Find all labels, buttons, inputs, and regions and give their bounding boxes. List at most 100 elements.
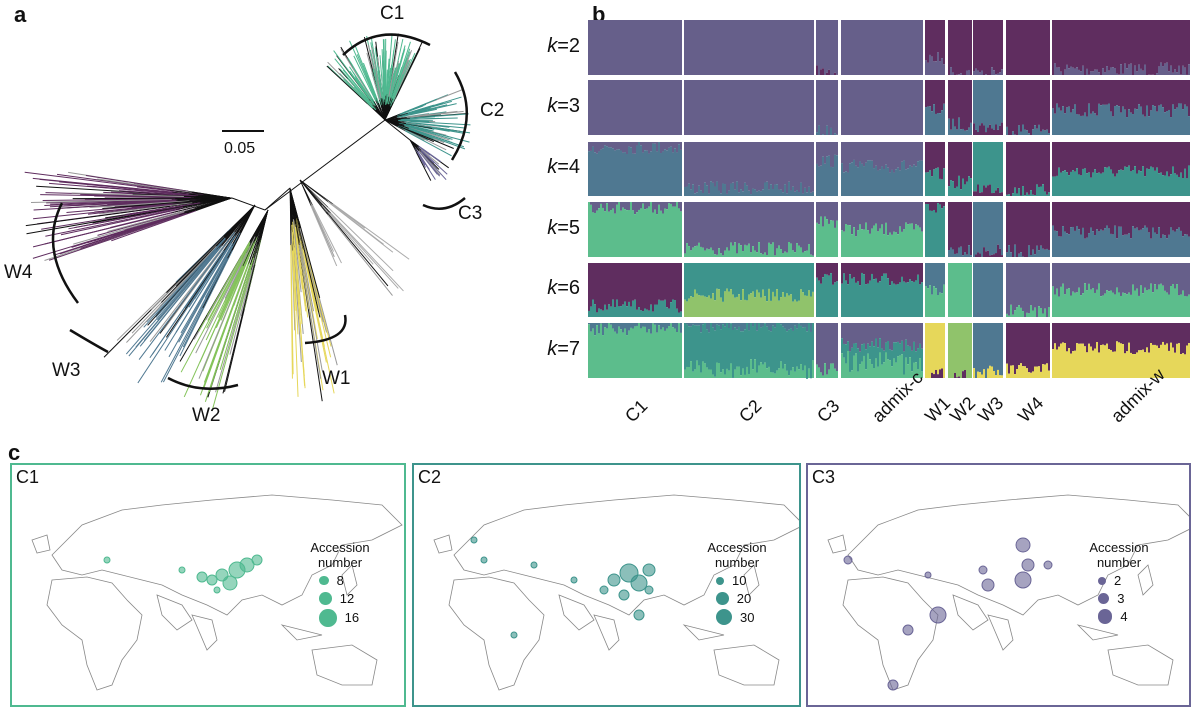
admixture-bar xyxy=(913,164,915,196)
admixture-bar xyxy=(1072,109,1074,135)
tree-branch xyxy=(149,245,224,342)
admixture-bar xyxy=(832,202,834,221)
admixture-bar xyxy=(1020,202,1022,253)
admixture-bar xyxy=(734,263,736,298)
admixture-bar xyxy=(985,74,987,75)
admixture-bar xyxy=(991,80,993,129)
admixture-bar xyxy=(706,323,708,330)
admixture-bar xyxy=(875,165,877,196)
admixture-bar xyxy=(841,163,843,196)
admixture-bar xyxy=(1060,172,1062,196)
admixture-bar xyxy=(867,80,869,135)
admixture-bar xyxy=(720,297,722,317)
admixture-bar xyxy=(1054,202,1056,231)
admixture-bar xyxy=(1148,20,1150,75)
k-value: =6 xyxy=(557,277,580,299)
admixture-bar xyxy=(746,20,748,75)
admixture-bar xyxy=(1138,170,1140,196)
admixture-bar xyxy=(732,80,734,135)
admixture-bar xyxy=(684,202,686,254)
admixture-bar xyxy=(1088,283,1090,317)
admixture-bar xyxy=(770,184,772,196)
tree-branch xyxy=(340,48,373,100)
admixture-bar xyxy=(664,299,666,317)
admixture-bar xyxy=(917,161,919,196)
tree-clade-W4 xyxy=(24,171,233,261)
admixture-bar xyxy=(602,202,604,208)
tree-branch xyxy=(229,253,258,355)
admixture-bar xyxy=(762,20,764,75)
admixture-bar xyxy=(632,153,634,196)
tree-branch xyxy=(24,171,170,191)
admixture-bar xyxy=(1068,68,1070,75)
admixture-bar xyxy=(706,20,708,75)
admixture-bar xyxy=(1184,168,1186,196)
admixture-bar xyxy=(1150,263,1152,284)
admixture-bar xyxy=(966,20,968,71)
admixture-bar xyxy=(778,300,780,317)
admixture-bar xyxy=(937,20,939,53)
admixture-bar xyxy=(716,20,718,75)
admixture-bar xyxy=(796,243,798,257)
tree-branch xyxy=(389,74,404,107)
admixture-bar xyxy=(666,202,668,210)
admixture-bar xyxy=(1120,112,1122,135)
admixture-bar xyxy=(962,263,964,317)
admixture-bar xyxy=(1112,292,1114,317)
admixture-bar xyxy=(1094,20,1096,70)
tree-branch xyxy=(403,124,449,138)
admixture-bar xyxy=(602,263,604,311)
admixture-bar xyxy=(596,142,598,154)
admixture-bar xyxy=(596,210,598,257)
tree-branch xyxy=(33,201,173,211)
admixture-bar xyxy=(616,323,618,334)
admixture-bar xyxy=(1174,231,1176,257)
admixture-bar xyxy=(826,125,828,135)
admixture-bar xyxy=(1088,20,1090,75)
admixture-bar xyxy=(656,80,658,135)
admixture-bar xyxy=(871,80,873,135)
admixture-bar xyxy=(1154,20,1156,75)
admixture-bar xyxy=(948,202,950,251)
admixture-bar xyxy=(1072,351,1074,378)
admixture-bar xyxy=(907,202,909,225)
admixture-bar xyxy=(968,263,970,317)
admixture-bar xyxy=(1046,202,1048,249)
admixture-bar xyxy=(950,129,952,135)
admixture-bar xyxy=(847,323,849,342)
admixture-bar xyxy=(640,145,642,196)
admixture-bar xyxy=(1136,202,1138,228)
admixture-bar xyxy=(816,80,818,133)
admixture-bar xyxy=(632,263,634,301)
admixture-bar xyxy=(680,149,682,196)
admixture-bar xyxy=(728,370,730,378)
admixture-bar xyxy=(1026,202,1028,257)
admixture-bar xyxy=(638,209,640,257)
admixture-bar xyxy=(989,184,991,196)
admixture-bar xyxy=(1160,142,1162,173)
world-map xyxy=(827,494,1189,691)
admixture-bar xyxy=(1164,344,1166,378)
admixture-bar xyxy=(1094,323,1096,349)
admixture-bar xyxy=(1136,20,1138,72)
tree-branch xyxy=(221,204,256,246)
admixture-bar xyxy=(977,132,979,135)
admixture-bar xyxy=(728,80,730,135)
admixture-bar xyxy=(600,263,602,310)
admixture-bar xyxy=(851,202,853,235)
admixture-bar xyxy=(756,80,758,135)
admixture-bar xyxy=(1106,80,1108,105)
admixture-bar xyxy=(736,181,738,196)
admixture-bar xyxy=(889,202,891,233)
admixture-bar xyxy=(590,150,592,196)
admixture-bar xyxy=(950,263,952,317)
admixture-bar xyxy=(784,80,786,135)
admixture-bar xyxy=(917,323,919,349)
admixture-bar xyxy=(784,364,786,378)
admixture-bar xyxy=(1178,142,1180,177)
admixture-bar xyxy=(853,323,855,344)
admixture-bar xyxy=(758,323,760,366)
admixture-bar xyxy=(999,80,1001,126)
admixture-bar xyxy=(1150,283,1152,317)
admixture-block-W1-k7 xyxy=(925,323,945,378)
